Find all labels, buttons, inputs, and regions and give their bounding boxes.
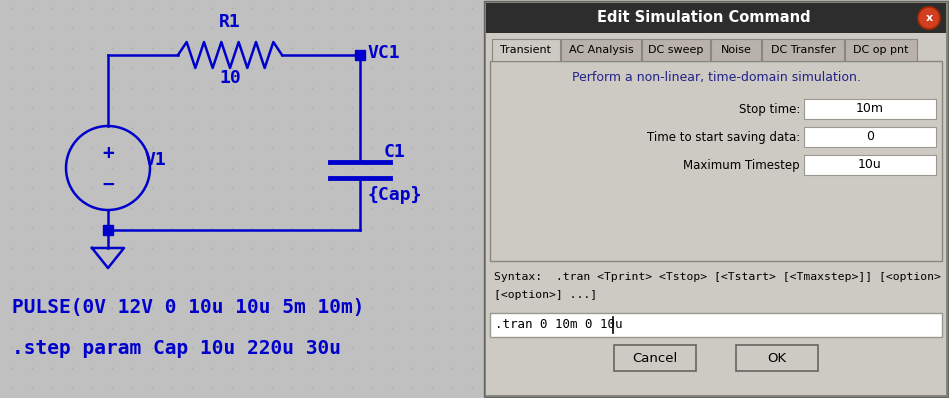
Text: Stop time:: Stop time: [738,103,800,115]
FancyBboxPatch shape [614,345,696,371]
Text: OK: OK [768,351,787,365]
FancyBboxPatch shape [642,39,710,61]
Text: R1: R1 [219,13,241,31]
Text: DC op pnt: DC op pnt [853,45,909,55]
FancyBboxPatch shape [804,155,936,175]
Text: +: + [102,144,114,164]
FancyBboxPatch shape [486,33,946,395]
Text: [<option>] ...]: [<option>] ...] [494,290,597,300]
Text: V1: V1 [144,151,166,169]
FancyBboxPatch shape [804,99,936,119]
Text: Perform a non-linear, time-domain simulation.: Perform a non-linear, time-domain simula… [571,70,861,84]
Circle shape [918,7,940,29]
Text: 10m: 10m [856,103,884,115]
FancyBboxPatch shape [711,39,761,61]
Text: DC Transfer: DC Transfer [771,45,835,55]
FancyBboxPatch shape [845,39,917,61]
Text: Cancel: Cancel [632,351,678,365]
Text: 10u: 10u [858,158,882,172]
Text: .tran 0 10m 0 10u: .tran 0 10m 0 10u [495,318,623,332]
Text: Noise: Noise [720,45,752,55]
FancyBboxPatch shape [804,127,936,147]
Text: Edit Simulation Command: Edit Simulation Command [597,10,810,25]
FancyBboxPatch shape [561,39,641,61]
Text: VC1: VC1 [368,44,400,62]
FancyBboxPatch shape [490,313,942,337]
Text: Transient: Transient [500,45,551,55]
FancyBboxPatch shape [490,61,942,261]
FancyBboxPatch shape [492,39,560,61]
Text: AC Analysis: AC Analysis [568,45,633,55]
Text: Maximum Timestep: Maximum Timestep [683,158,800,172]
Text: {Cap}: {Cap} [368,186,422,204]
Text: Syntax:  .tran <Tprint> <Tstop> [<Tstart> [<Tmaxstep>]] [<option>: Syntax: .tran <Tprint> <Tstop> [<Tstart>… [494,272,940,282]
FancyBboxPatch shape [484,1,948,397]
FancyBboxPatch shape [486,3,946,33]
Text: 10: 10 [219,69,241,87]
Text: x: x [925,13,933,23]
FancyBboxPatch shape [736,345,818,371]
Text: DC sweep: DC sweep [648,45,704,55]
Text: −: − [102,174,114,193]
Text: PULSE(0V 12V 0 10u 10u 5m 10m): PULSE(0V 12V 0 10u 10u 5m 10m) [12,298,364,318]
FancyBboxPatch shape [762,39,844,61]
Text: 0: 0 [866,131,874,144]
Text: .step param Cap 10u 220u 30u: .step param Cap 10u 220u 30u [12,339,341,357]
Text: Time to start saving data:: Time to start saving data: [647,131,800,144]
Text: C1: C1 [384,143,406,161]
